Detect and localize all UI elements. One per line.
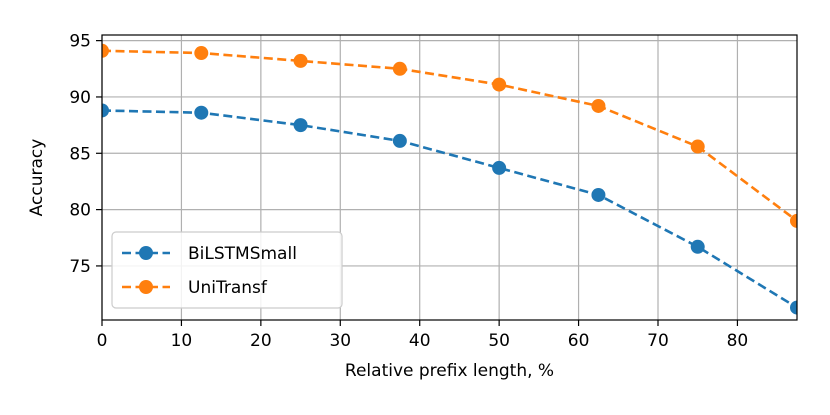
legend-box xyxy=(111,231,343,309)
series-line-1 xyxy=(102,49,797,222)
data-point xyxy=(690,239,705,254)
y-tick-label: 95 xyxy=(69,32,91,52)
data-point xyxy=(492,160,507,175)
x-tick-label: 70 xyxy=(647,331,669,351)
y-tick-label: 80 xyxy=(69,201,91,221)
data-point xyxy=(102,43,109,58)
data-point xyxy=(293,118,308,133)
legend-swatch-marker xyxy=(139,246,153,260)
x-tick-label: 50 xyxy=(488,331,510,351)
data-point xyxy=(690,139,705,154)
data-point xyxy=(492,77,507,92)
x-axis: 0 10 20 30 40 50 60 70 80 xyxy=(97,320,749,351)
data-point xyxy=(392,61,407,76)
x-tick-label: 30 xyxy=(329,331,351,351)
series-layer xyxy=(102,43,797,315)
legend-label: BiLSTMSmall xyxy=(188,244,297,264)
data-point xyxy=(591,187,606,202)
legend-item: UniTransf xyxy=(122,278,268,298)
data-point xyxy=(293,53,308,68)
x-tick-label: 80 xyxy=(727,331,749,351)
data-point xyxy=(392,133,407,148)
data-point xyxy=(194,46,209,61)
data-point xyxy=(194,105,209,120)
x-tick-label: 60 xyxy=(568,331,590,351)
plot-frame xyxy=(101,34,798,321)
x-tick-label: 0 xyxy=(97,331,108,351)
y-tick-label: 75 xyxy=(69,257,91,277)
legend-swatch-marker xyxy=(139,280,153,294)
data-point xyxy=(790,300,797,315)
y-tick-label: 90 xyxy=(69,88,91,108)
data-point xyxy=(102,103,109,118)
data-point xyxy=(790,213,797,228)
y-axis-label: Accuracy xyxy=(27,139,47,217)
y-axis: 75 80 85 90 95 xyxy=(69,32,102,277)
x-tick-label: 40 xyxy=(409,331,431,351)
y-tick-label: 85 xyxy=(69,144,91,164)
legend-label: UniTransf xyxy=(188,278,268,298)
series-line-0 xyxy=(102,109,797,309)
x-axis-label: Relative prefix length, % xyxy=(345,361,554,381)
x-tick-label: 20 xyxy=(250,331,272,351)
data-point xyxy=(591,98,606,113)
legend: BiLSTMSmall UniTransf xyxy=(111,231,343,309)
x-tick-label: 10 xyxy=(171,331,193,351)
legend-item: BiLSTMSmall xyxy=(122,244,297,264)
